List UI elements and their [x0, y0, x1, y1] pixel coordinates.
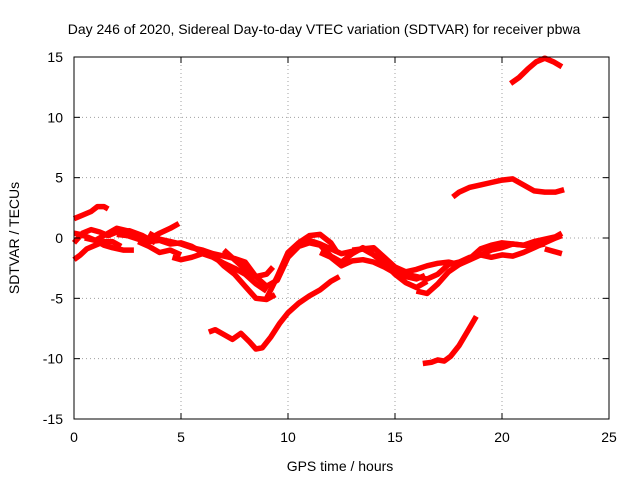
series-arc-11 [221, 248, 276, 280]
x-tick-label: 10 [280, 429, 296, 445]
y-tick-label: 10 [47, 109, 63, 125]
y-tick-label: -10 [43, 351, 63, 367]
x-tick-label: 0 [70, 429, 78, 445]
series-arc-3 [72, 238, 123, 262]
series-arc-1 [72, 203, 110, 222]
series-arc-19 [207, 274, 341, 352]
y-tick-label: -15 [43, 411, 63, 427]
x-tick-label: 20 [494, 429, 510, 445]
series-group [71, 55, 565, 367]
x-axis-label: GPS time / hours [287, 458, 394, 474]
series-arc-22 [509, 55, 564, 86]
x-tick-label: 25 [601, 429, 617, 445]
y-tick-label: 0 [55, 230, 63, 246]
y-tick-label: -5 [51, 290, 64, 306]
series-arc-18 [544, 246, 563, 257]
series-arc-8 [147, 230, 277, 303]
x-tick-label: 5 [177, 429, 185, 445]
series-arc-5 [84, 221, 181, 244]
ticks: 0 5 10 15 20 25 -15 -10 -5 0 5 10 15 [43, 49, 617, 445]
series-arc-21 [451, 176, 565, 200]
grid [74, 57, 609, 419]
series-arc-20 [422, 315, 479, 367]
x-tick-label: 15 [387, 429, 403, 445]
y-axis-label: SDTVAR / TECUs [6, 182, 22, 294]
series-arc-7 [137, 239, 183, 258]
series-arc-9 [171, 250, 269, 294]
chart-title: Day 246 of 2020, Sidereal Day-to-day VTE… [68, 21, 581, 37]
y-tick-label: 5 [55, 170, 63, 186]
y-tick-label: 15 [47, 49, 63, 65]
series-arc-17 [415, 240, 546, 297]
